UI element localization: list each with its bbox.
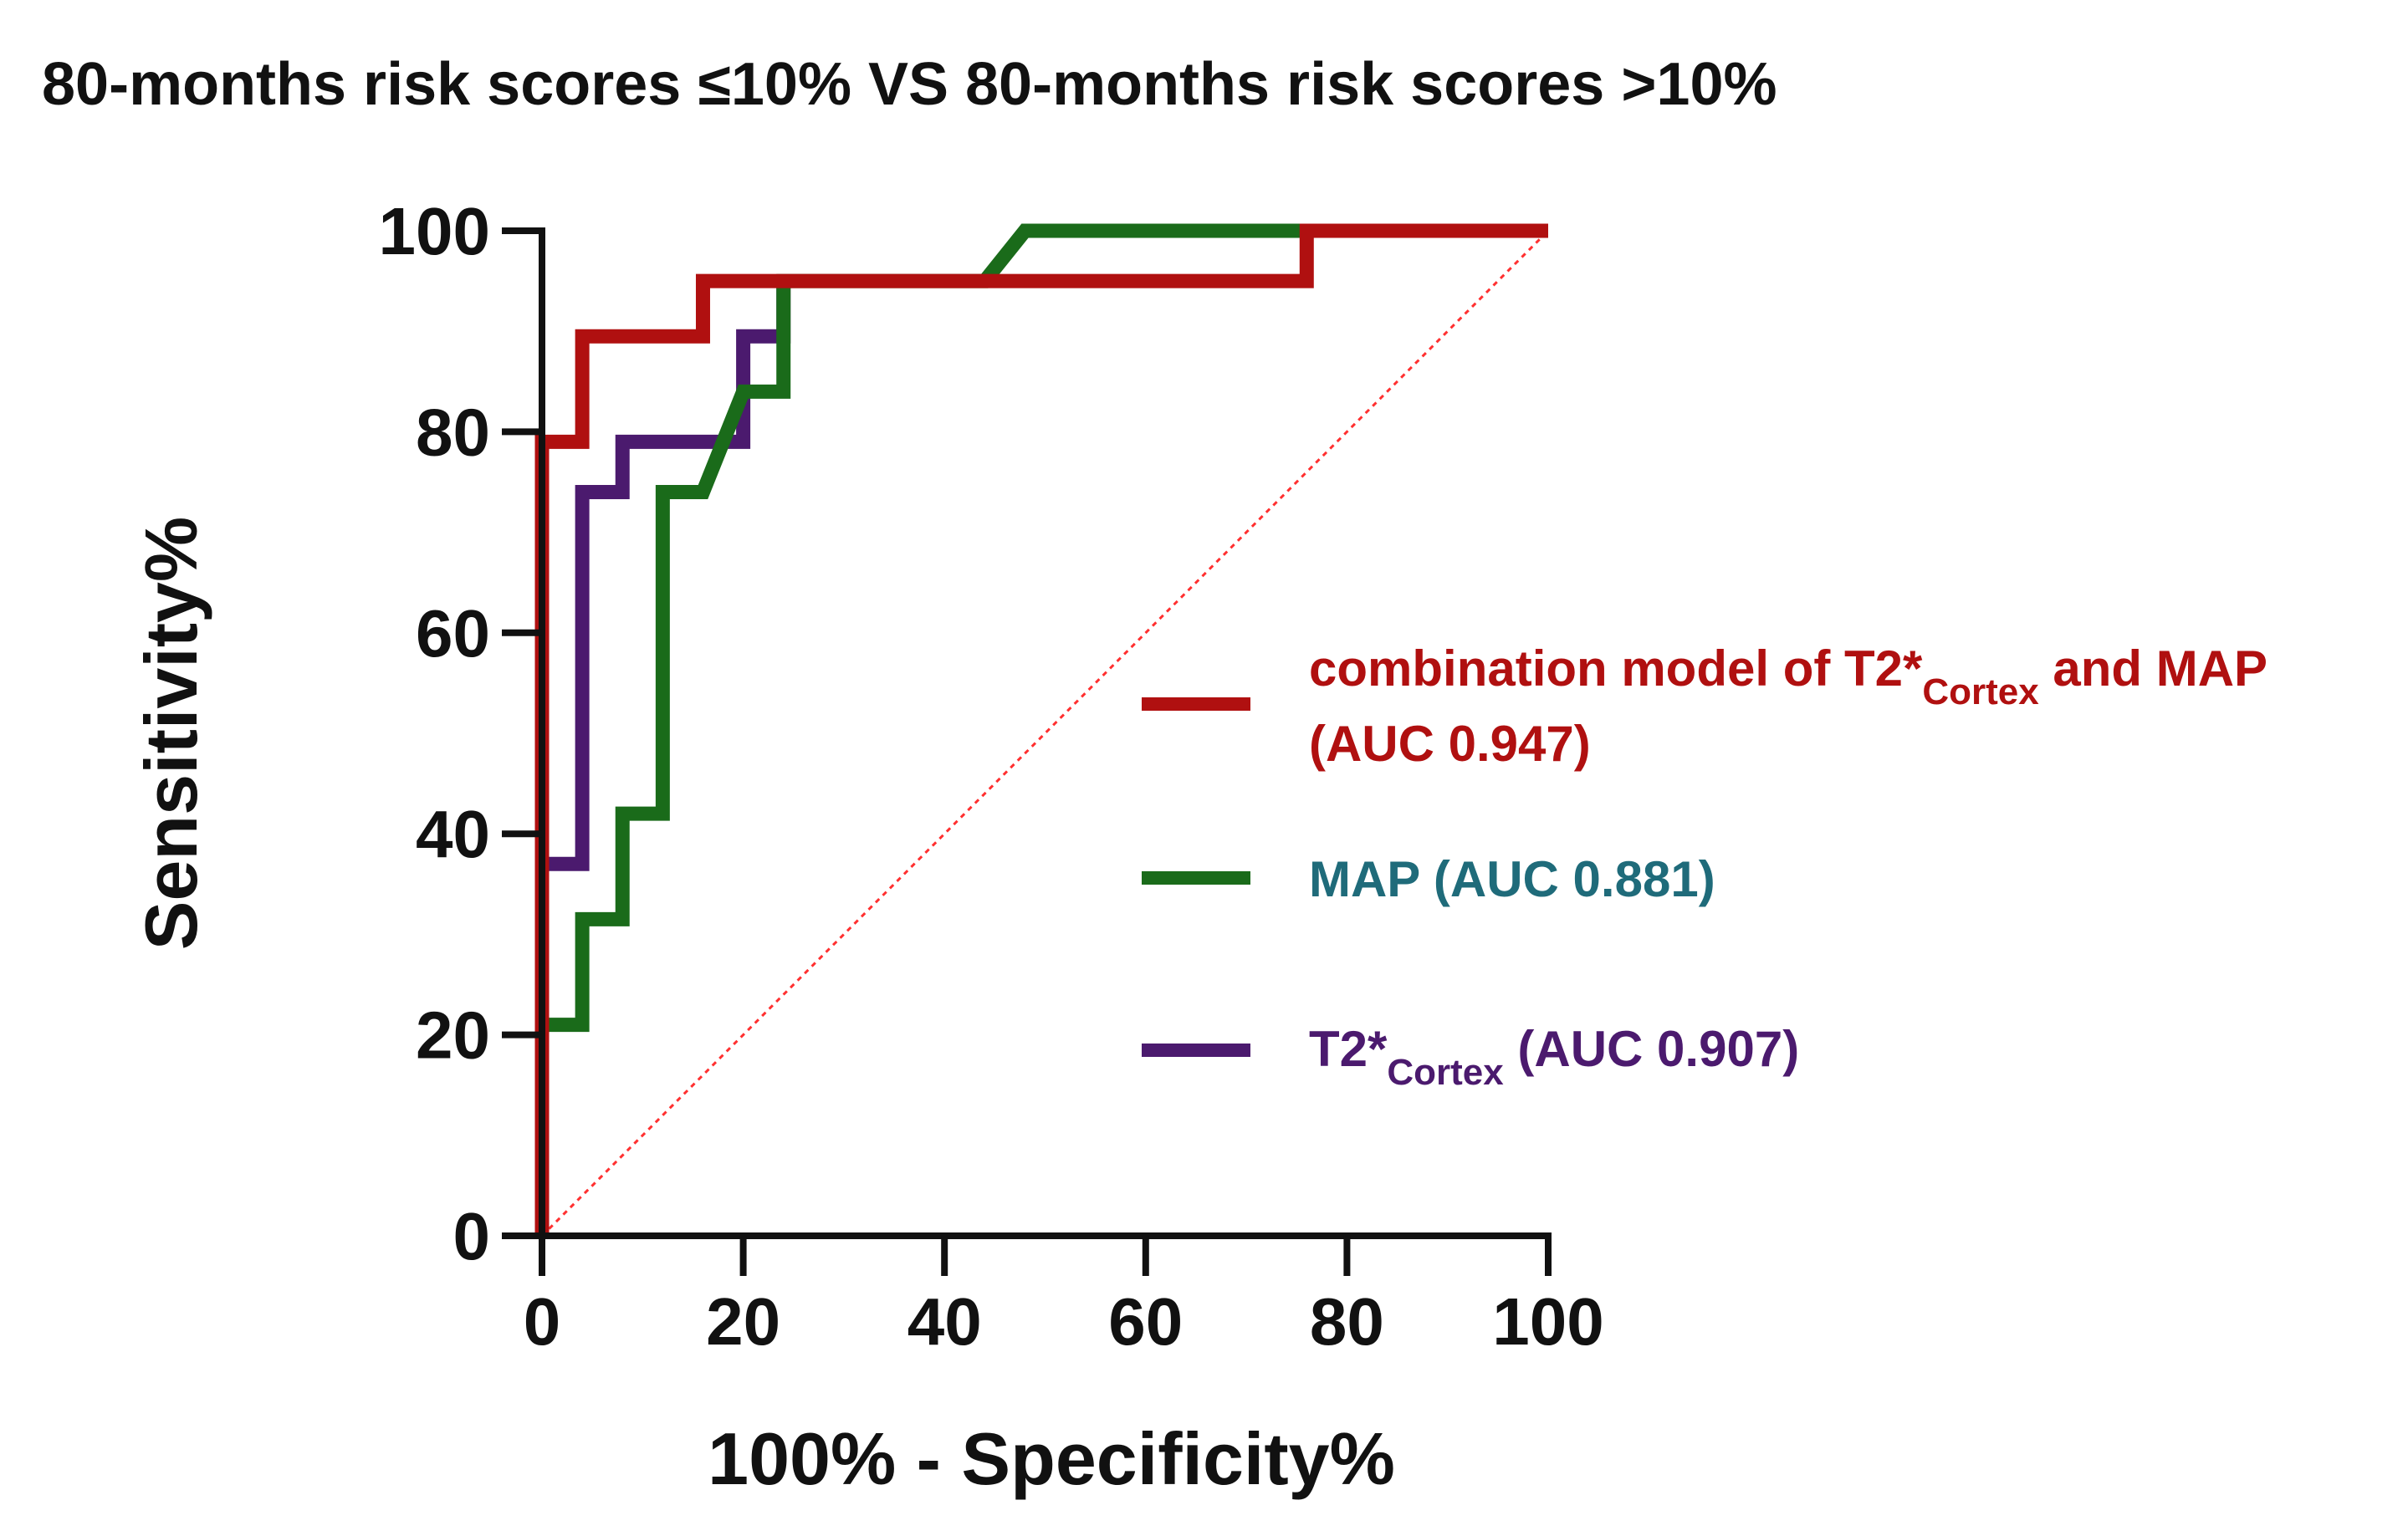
- reference-diagonal: [540, 229, 1550, 1237]
- x-tick-label: 0: [524, 1284, 561, 1359]
- legend-label-0-line2: (AUC 0.947): [1309, 716, 1591, 772]
- legend-label-1: MAP (AUC 0.881): [1309, 851, 1715, 907]
- y-tick-label: 80: [416, 395, 490, 469]
- y-axis-label: Sensitivity%: [130, 517, 212, 950]
- series-line-2: [534, 281, 791, 1236]
- x-tick-label: 60: [1108, 1284, 1183, 1359]
- y-tick-label: 100: [379, 194, 490, 268]
- reference-layer: [540, 229, 1550, 1237]
- x-tick-label: 80: [1310, 1284, 1384, 1359]
- legend-label-0: combination model of T2*Cortex and MAP: [1309, 640, 2267, 712]
- y-tick-label: 60: [416, 596, 490, 671]
- axes-layer: [539, 227, 1552, 1239]
- series-layer: [534, 223, 1548, 1236]
- ticks-layer: 0 20 40 60 80 100 0 20 40 60 80 100: [379, 194, 1604, 1359]
- chart-title: 80-months risk scores ≤10% VS 80-months …: [42, 51, 1777, 118]
- legend: combination model of T2*Cortex and MAP(A…: [1142, 640, 2267, 1093]
- x-axis-label: 100% - Specificity%: [708, 1417, 1395, 1500]
- y-tick-label: 0: [453, 1199, 491, 1273]
- x-tick-label: 40: [907, 1284, 982, 1359]
- series-line-0: [534, 223, 1548, 1236]
- x-tick-label: 20: [706, 1284, 780, 1359]
- legend-label-2: T2*Cortex (AUC 0.907): [1309, 1021, 1799, 1093]
- x-tick-label: 100: [1492, 1284, 1603, 1359]
- y-tick-label: 20: [416, 998, 490, 1073]
- y-tick-label: 40: [416, 797, 490, 871]
